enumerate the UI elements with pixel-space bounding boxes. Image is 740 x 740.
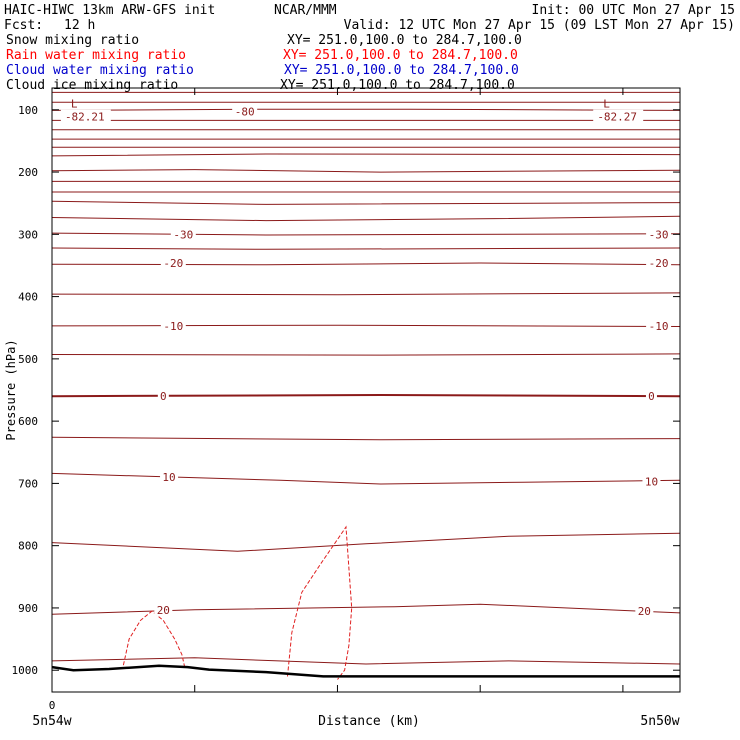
low-label-bg-0 [60, 109, 111, 123]
y-tick-label-9: 1000 [12, 664, 39, 677]
y-axis-label: Pressure (hPa) [4, 339, 18, 440]
contour-label-12: 20 [638, 605, 651, 618]
temperature-contour-8 [51, 169, 681, 173]
contour-label-bg-0 [232, 105, 258, 118]
contour-label-10: 10 [645, 476, 658, 489]
contour-label-bg-7 [157, 390, 169, 403]
temperature-contours [51, 91, 681, 665]
y-tick-label-4: 500 [18, 353, 38, 366]
temperature-contour-17 [51, 324, 681, 327]
temperature-contour-20 [51, 436, 681, 441]
contour-label-bg-3 [160, 256, 186, 269]
temperature-contour-15 [51, 262, 681, 266]
legend-snow-label: Snow mixing ratio [6, 33, 139, 48]
contour-label-bg-4 [646, 256, 672, 269]
contour-label-bg-6 [646, 319, 672, 332]
temperature-contour-16 [51, 292, 681, 296]
header-title: HAIC-HIWC 13km ARW-GFS init [4, 3, 215, 18]
temperature-contour-18 [51, 353, 681, 356]
temperature-contour-7 [51, 153, 681, 157]
contour-label-9: 10 [162, 471, 175, 484]
y-tick-label-5: 600 [18, 415, 38, 428]
low-value-0: -82.21 [65, 111, 105, 124]
contour-label-1: -30 [173, 228, 193, 241]
contour-label-bg-11 [154, 603, 173, 616]
low-label-bg-1 [593, 109, 644, 123]
contour-label-11: 20 [157, 604, 170, 617]
contour-label-bg-1 [170, 228, 196, 241]
temperature-contour-14 [51, 247, 681, 250]
contour-label-3: -20 [163, 257, 183, 270]
header-fcst-label: Fcst: [4, 18, 43, 33]
header-init: Init: 00 UTC Mon 27 Apr 15 [532, 3, 736, 18]
temperature-contour-19 [51, 393, 681, 398]
plot-frame [51, 87, 681, 693]
rain-contour-0 [122, 610, 186, 668]
legend-cloud-water-label: Cloud water mixing ratio [6, 63, 194, 78]
x-axis-label: Distance (km) [318, 714, 420, 729]
y-tick-label-7: 800 [18, 540, 38, 553]
header-org: NCAR/MMM [274, 3, 337, 18]
low-mark-1: L [603, 98, 610, 111]
contour-label-0: -80 [235, 106, 255, 119]
contour-label-bg-10 [642, 475, 661, 488]
y-tick-label-6: 700 [18, 477, 38, 490]
terrain-line [51, 664, 680, 678]
y-tick-label-1: 200 [18, 166, 38, 179]
contour-label-bg-9 [160, 471, 179, 484]
legend-snow-xy: XY= 251.0,100.0 to 284.7,100.0 [287, 33, 522, 48]
x-zero-label: 0 [49, 699, 56, 712]
legend-cloud-ice-label: Cloud ice mixing ratio [6, 78, 178, 93]
legend-cloud-water-xy: XY= 251.0,100.0 to 284.7,100.0 [284, 63, 519, 78]
legend-rain-xy: XY= 251.0,100.0 to 284.7,100.0 [283, 48, 518, 63]
contour-label-4: -20 [649, 257, 669, 270]
temperature-contour-2 [51, 108, 681, 111]
legend-cloud-ice-xy: XY= 251.0,100.0 to 284.7,100.0 [280, 78, 515, 93]
y-tick-label-0: 100 [18, 104, 38, 117]
header-valid: Valid: 12 UTC Mon 27 Apr 15 (09 LST Mon … [344, 18, 735, 33]
contour-label-7: 0 [160, 390, 167, 403]
contour-label-2: -30 [649, 228, 669, 241]
temperature-contour-13 [51, 232, 681, 236]
x-start-label: 5n54w [32, 714, 71, 729]
temperature-contour-11 [51, 200, 681, 205]
temperature-contour-24 [51, 657, 681, 665]
contour-label-6: -10 [649, 320, 669, 333]
low-mark-0: L [71, 98, 78, 111]
header-fcst-value: 12 h [64, 18, 95, 33]
temperature-contour-21 [51, 472, 681, 485]
contour-label-5: -10 [163, 320, 183, 333]
contour-label-bg-2 [646, 228, 672, 241]
y-tick-label-3: 400 [18, 291, 38, 304]
x-end-label: 5n50w [640, 714, 679, 729]
contour-label-8: 0 [648, 390, 655, 403]
low-value-1: -82.27 [597, 111, 637, 124]
rain-contour-1 [287, 525, 353, 680]
temperature-contour-23 [51, 603, 681, 615]
y-tick-label-2: 300 [18, 228, 38, 241]
terrain-surface-line [51, 664, 680, 678]
legend-rain-label: Rain water mixing ratio [6, 48, 186, 63]
y-tick-label-8: 900 [18, 602, 38, 615]
temperature-contour-12 [51, 215, 681, 222]
contour-label-bg-8 [645, 390, 657, 403]
temperature-contour-22 [51, 532, 681, 552]
contour-label-bg-12 [635, 605, 654, 618]
rain-mixing-contours [122, 525, 353, 680]
contour-label-bg-5 [160, 319, 186, 332]
